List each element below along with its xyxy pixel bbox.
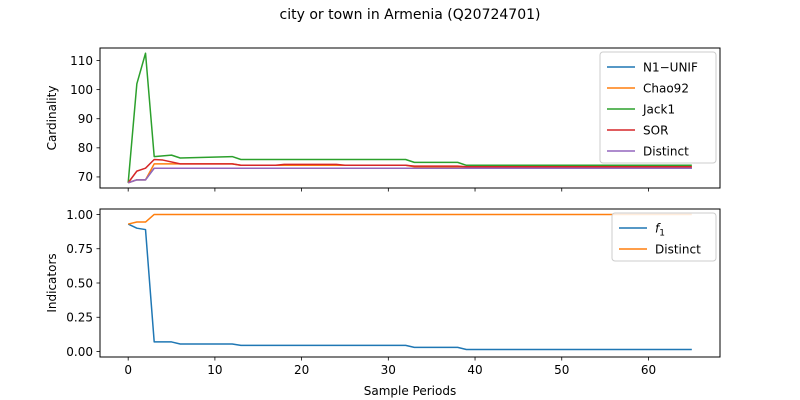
y-axis-label: Cardinality	[45, 86, 59, 151]
x-tick-label: 40	[467, 363, 482, 377]
x-axis-label: Sample Periods	[364, 384, 456, 398]
y-tick-label: 110	[70, 54, 93, 68]
x-tick-label: 30	[381, 363, 396, 377]
x-tick-label: 60	[641, 363, 656, 377]
figure-title: city or town in Armenia (Q20724701)	[280, 7, 541, 23]
legend-frame	[599, 51, 717, 164]
y-tick-label: 80	[78, 141, 93, 155]
y-tick-label: 70	[78, 170, 93, 184]
y-tick-label: 0.25	[66, 311, 93, 325]
legend: f1 Distinct	[611, 212, 717, 262]
legend-label: Jack1	[642, 103, 675, 117]
x-tick-label: 10	[207, 363, 222, 377]
series-line-sor	[127, 158, 692, 184]
legend-label: Chao92	[643, 82, 689, 96]
x-tick-label: 0	[124, 363, 132, 377]
legend: N1−UNIF Chao92 Jack1 SOR Distinct	[599, 51, 717, 164]
axes-frame	[99, 47, 721, 189]
y-tick-label: 90	[78, 112, 93, 126]
series-line-jack1	[127, 52, 692, 183]
legend-label: N1−UNIF	[643, 61, 698, 75]
y-axis-label: Indicators	[45, 253, 59, 312]
x-tick-label: 50	[554, 363, 569, 377]
y-tick-label: 100	[70, 83, 93, 97]
legend-label: Distinct	[655, 243, 701, 257]
y-tick-label: 0.50	[66, 276, 93, 290]
x-tick-label: 20	[294, 363, 309, 377]
series-line-distinct	[128, 213, 692, 225]
series-line-distinct	[127, 167, 692, 184]
legend-label: SOR	[643, 124, 668, 138]
y-tick-label: 0.00	[66, 345, 93, 359]
legend-label: f1	[655, 222, 665, 239]
y-tick-label: 0.75	[66, 242, 93, 256]
y-tick-label: 1.00	[66, 208, 93, 222]
series-line-f1	[127, 223, 692, 351]
legend-label: Distinct	[643, 145, 689, 159]
indicators-panel: 0.00 0.25 0.50 0.75 1.00 0 10 20 30 40 50 60 Indicat…	[45, 208, 721, 398]
series-line-n1-unif	[127, 167, 692, 184]
cardinality-panel: 70 80 90 100 110 Cardinality N1−UNIF Chao92 Jack…	[45, 47, 721, 192]
